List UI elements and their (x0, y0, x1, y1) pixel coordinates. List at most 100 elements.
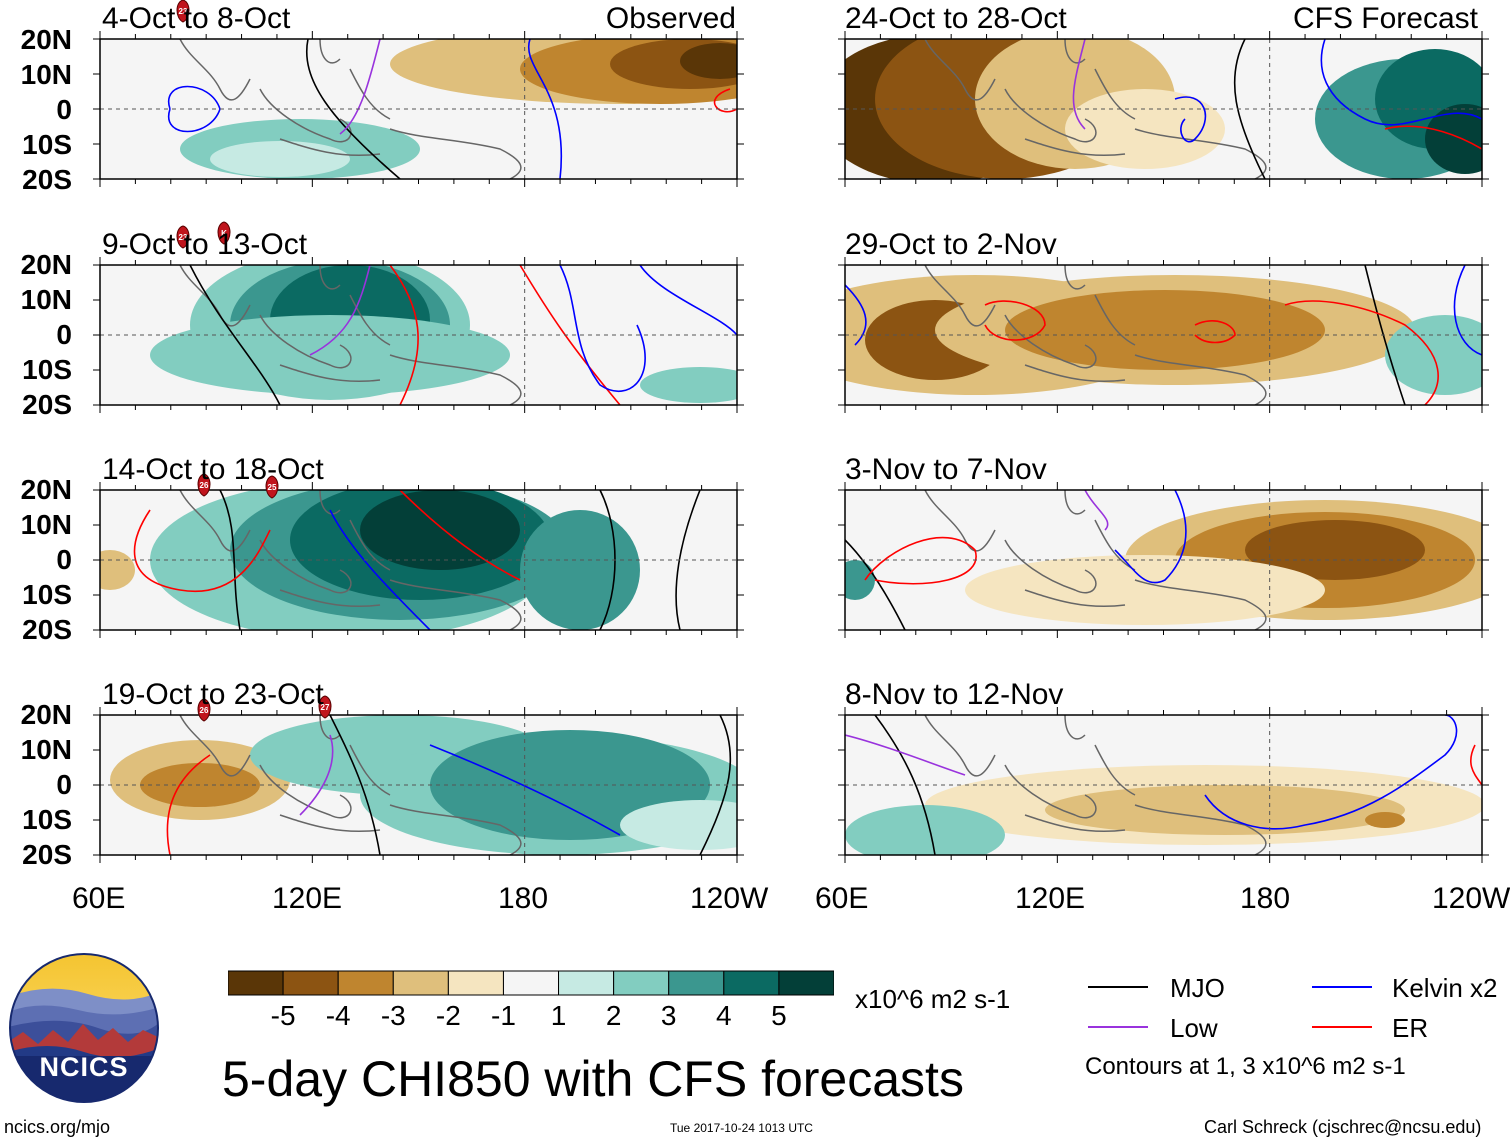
legend-label-low: Low (1170, 1013, 1218, 1043)
contour-line (306, 39, 401, 179)
map-panel-right-3 (838, 482, 1489, 638)
coastline (1024, 364, 1126, 383)
contour-line (299, 734, 334, 816)
contour-line (133, 509, 271, 593)
lat-label-10n: 10N (20, 59, 72, 90)
contour-line (1114, 490, 1187, 584)
colorbar-swatch (558, 970, 615, 996)
coastline (389, 579, 522, 630)
tropical-cyclone-marker: 27 (318, 695, 332, 719)
shading-region (680, 43, 737, 79)
colorbar-swatch (668, 970, 725, 996)
tropical-cyclone-marker: K (217, 221, 231, 245)
coastline (319, 715, 341, 740)
coastline (279, 138, 381, 157)
storm-label: 23 (179, 233, 188, 242)
shading-region (1245, 520, 1425, 580)
lon-label-120e: 120E (1015, 882, 1086, 915)
colorbar-tick-label: -1 (491, 1000, 516, 1031)
lat-label-10n: 10N (20, 734, 72, 765)
panel-title-right-3: 3-Nov to 7-Nov (845, 453, 1047, 486)
coastline (349, 294, 391, 346)
map-panel-left-3 (93, 482, 744, 638)
contour-line (864, 536, 977, 585)
colorbar-swatch (723, 970, 780, 996)
legend-label-mjo: MJO (1170, 973, 1225, 1003)
tropical-cyclone-marker: 26 (197, 473, 211, 497)
map-panel-left-4 (93, 707, 744, 863)
contour-line (1453, 265, 1482, 356)
contour-line (1204, 715, 1458, 830)
contour-line (339, 39, 381, 135)
colorbar-swatch (337, 970, 394, 996)
shading-region (845, 560, 875, 600)
contour-line (1194, 320, 1236, 344)
lat-label-eq: 0 (56, 94, 72, 125)
contour-line (699, 715, 732, 855)
coastline (279, 364, 381, 383)
coastline (259, 539, 352, 594)
shading-region (640, 367, 737, 403)
lat-label-20n: 20N (20, 249, 72, 280)
coastline (1064, 490, 1086, 515)
lat-label-eq: 0 (56, 319, 72, 350)
colorbar-swatch (613, 970, 670, 996)
panel-title-left-4: 19-Oct to 23-Oct (102, 678, 324, 711)
colorbar-swatch (502, 970, 560, 996)
contour-line (189, 265, 281, 405)
contour-line (1364, 265, 1406, 405)
coastline (1094, 294, 1136, 346)
colorbar-tick-label: 2 (605, 1000, 622, 1031)
colorbar-tick-label: 1 (550, 1000, 567, 1031)
colorbar (228, 970, 834, 996)
contour-line (984, 300, 1046, 341)
legend-label-er: ER (1392, 1013, 1429, 1043)
lon-label-180: 180 (1240, 882, 1291, 915)
panel-title-left-2: 9-Oct to 13-Oct (102, 228, 308, 261)
shading-region (965, 555, 1325, 625)
contour-line (219, 490, 241, 630)
map-panel-right-1 (838, 31, 1489, 187)
panel-title-right-1: 24-Oct to 28-Oct (845, 2, 1067, 35)
shading-region (620, 800, 737, 850)
coastline (1134, 804, 1267, 855)
coastline (1024, 814, 1126, 833)
coastline (179, 490, 251, 552)
lon-label-180: 180 (498, 882, 549, 915)
coastline (1004, 539, 1097, 594)
contour-line (845, 284, 867, 346)
shading-region (1365, 812, 1405, 828)
colorbar-units: x10^6 m2 s-1 (855, 984, 1011, 1014)
shading-region (1065, 89, 1225, 169)
coastline (319, 265, 341, 290)
contour-line (527, 39, 563, 179)
map-panel-left-1 (93, 31, 744, 187)
tropical-cyclone-marker: 26 (197, 698, 211, 722)
legend-line-kelvin (1312, 986, 1372, 988)
storm-label: 26 (200, 481, 209, 490)
storm-label: 27 (321, 703, 330, 712)
coastline (259, 764, 352, 819)
map-panel-left-2 (93, 257, 744, 413)
panel-title-left-3: 14-Oct to 18-Oct (102, 453, 324, 486)
contour-line (675, 490, 701, 630)
coastline (389, 128, 522, 179)
contour-line (1174, 96, 1207, 143)
contour-line (329, 509, 431, 630)
map-panel-right-4 (838, 707, 1489, 863)
logo-text: NCICS (39, 1052, 129, 1082)
contour-line (1084, 490, 1109, 531)
coastline (1134, 354, 1267, 405)
contour-line (1384, 125, 1482, 150)
coastline (349, 519, 391, 571)
contour-line (1284, 300, 1439, 405)
legend-label-kelvin: Kelvin x2 (1392, 973, 1498, 1003)
coastline (349, 744, 391, 796)
panel-title-left-1: 4-Oct to 8-Oct (102, 2, 291, 35)
coastline (924, 265, 996, 327)
legend-note: Contours at 1, 3 x10^6 m2 s-1 (1085, 1053, 1406, 1080)
footer-url[interactable]: ncics.org/mjo (4, 1117, 111, 1137)
legend-line-mjo (1088, 986, 1148, 988)
contour-line (389, 265, 419, 405)
lon-label-120w: 120W (690, 882, 769, 915)
